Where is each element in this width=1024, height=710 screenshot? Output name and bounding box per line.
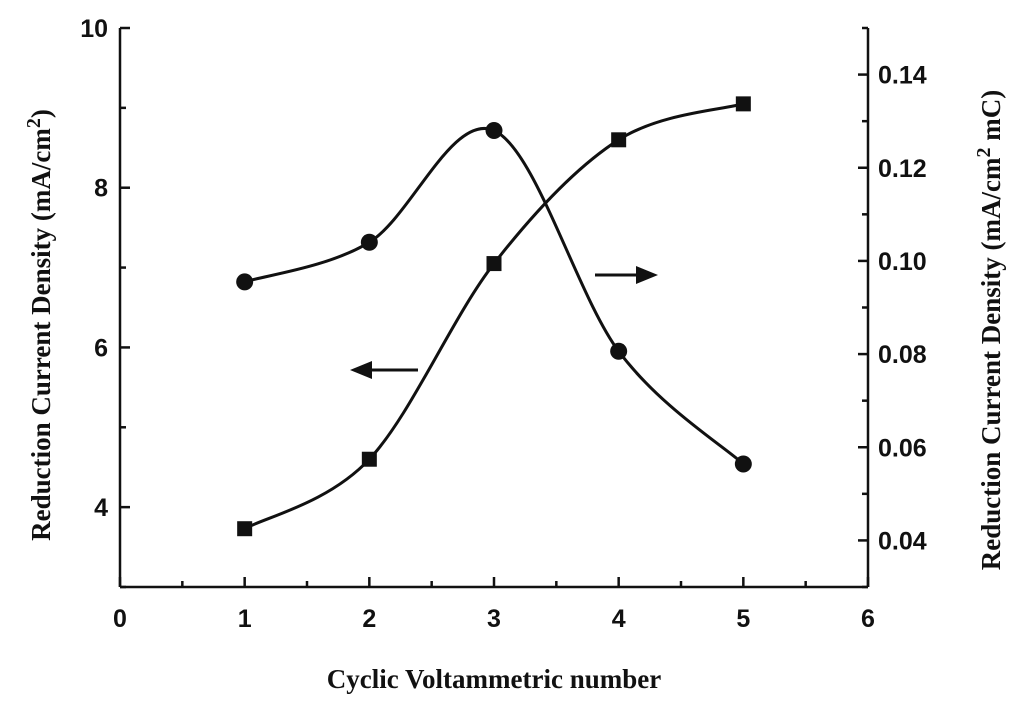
y-left-tick-label: 10 [80, 15, 108, 43]
circle-marker [360, 233, 378, 251]
x-axis-title: Cyclic Voltammetric number [327, 664, 661, 694]
y-right-tick-label: 0.10 [878, 248, 927, 276]
right-arrow-annotation [595, 266, 658, 284]
square-marker [735, 96, 751, 112]
square-marker [486, 256, 502, 272]
y-left-ticks: 4 6 8 10 [80, 15, 130, 589]
circle-marker [610, 342, 628, 360]
x-tick-label: 0 [113, 605, 127, 633]
y-right-ticks: 0.04 0.06 0.08 0.10 0.12 0.14 [858, 26, 927, 589]
y-left-tick-label: 8 [94, 175, 108, 203]
series-line-square [243, 102, 744, 531]
left-arrow-annotation [350, 361, 418, 379]
y-right-tick-label: 0.12 [878, 155, 927, 183]
x-tick-label: 4 [612, 605, 626, 633]
x-tick-label: 2 [362, 605, 376, 633]
y-axis-left-title: Reduction Current Density (mA/cm2) [23, 109, 56, 541]
y-right-tick-label: 0.08 [878, 341, 927, 369]
x-tick-label: 6 [861, 605, 875, 633]
square-marker [611, 132, 627, 148]
x-tick-label: 5 [736, 605, 750, 633]
square-marker [237, 521, 253, 537]
y-left-tick-label: 4 [94, 494, 108, 522]
circle-marker [734, 455, 752, 473]
square-marker [361, 451, 377, 467]
x-tick-label: 1 [238, 605, 252, 633]
x-ticks: 0 1 2 3 4 5 6 [113, 577, 875, 633]
series-line-circle [244, 126, 745, 466]
y-left-tick-label: 6 [94, 334, 108, 362]
circle-marker [236, 273, 254, 291]
x-tick-label: 3 [487, 605, 501, 633]
y-right-tick-label: 0.04 [878, 527, 927, 555]
y-axis-right-title: Reduction Current Density (mA/cm2 mC) [973, 90, 1006, 570]
y-right-tick-label: 0.14 [878, 62, 927, 90]
series-group [236, 96, 752, 537]
circle-marker [485, 121, 503, 139]
y-right-tick-label: 0.06 [878, 434, 927, 462]
